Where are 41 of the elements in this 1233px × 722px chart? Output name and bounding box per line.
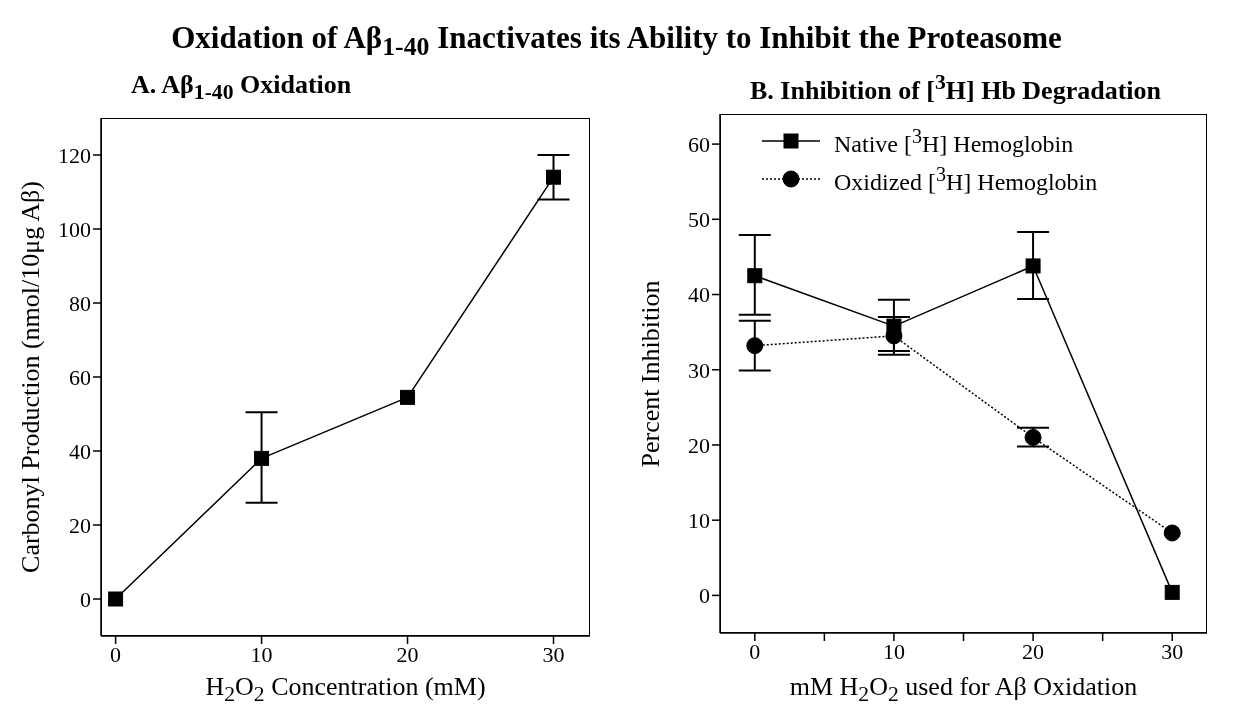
x-tick-label: 20 bbox=[1022, 638, 1045, 664]
chart-title: Oxidation of Aβ$_{1-40}$ Inactivates its Ability to Inhibit the Proteasome bbox=[170, 20, 1063, 63]
y-tick-label: 60 bbox=[688, 131, 710, 157]
y-axis-title: Carbonyl Production (nmol/10μg Aβ) bbox=[16, 180, 46, 575]
x-tick-label: 30 bbox=[542, 641, 565, 667]
y-tick-label: 20 bbox=[688, 432, 710, 458]
point bbox=[1025, 258, 1041, 274]
point bbox=[1024, 428, 1042, 446]
x-tick-label: 10 bbox=[250, 641, 273, 667]
x-tick-label: 30 bbox=[1161, 638, 1184, 664]
y-axis-title: Percent Inhibition bbox=[636, 279, 666, 469]
y-tick-label: 0 bbox=[80, 586, 91, 612]
point bbox=[546, 169, 562, 185]
x-tick-label: 20 bbox=[396, 641, 419, 667]
point bbox=[746, 337, 764, 355]
x-axis-title: mM H$_{2}$O$_{2}$ used for Aβ Oxidation bbox=[788, 672, 1139, 708]
y-tick-label: 120 bbox=[58, 142, 91, 168]
y-tick-label: 100 bbox=[58, 216, 91, 242]
x-axis-title: H$_{2}$O$_{2}$ Concentration (mM) bbox=[204, 672, 487, 708]
y-tick-label: 0 bbox=[699, 583, 710, 609]
y-tick-label: 60 bbox=[69, 364, 91, 390]
point bbox=[747, 268, 763, 284]
point bbox=[108, 591, 124, 607]
y-tick-label: 10 bbox=[688, 507, 710, 533]
y-tick-label: 40 bbox=[688, 282, 710, 308]
chart-subtitle: B. Inhibition of [$^{3}$H] Hb Degradation bbox=[750, 70, 1162, 106]
legend-label: Oxidized [$^{3}$H] Hemoglobin bbox=[834, 162, 1098, 196]
y-tick-label: 20 bbox=[69, 512, 91, 538]
y-tick-label: 40 bbox=[69, 438, 91, 464]
x-tick-label: 0 bbox=[749, 638, 761, 664]
point bbox=[400, 389, 416, 405]
chart-subtitle: A. Aβ$_{1-40}$ Oxidation bbox=[131, 70, 352, 106]
y-tick-label: 80 bbox=[69, 290, 91, 316]
x-tick-label: 0 bbox=[110, 641, 122, 667]
legend-label: Native [$^{3}$H] Hemoglobin bbox=[834, 124, 1074, 158]
y-tick-label: 30 bbox=[688, 357, 710, 383]
point bbox=[254, 450, 270, 466]
y-tick-label: 50 bbox=[688, 207, 710, 233]
point bbox=[1164, 584, 1180, 600]
x-tick-label: 10 bbox=[882, 638, 905, 664]
point bbox=[1163, 524, 1181, 542]
